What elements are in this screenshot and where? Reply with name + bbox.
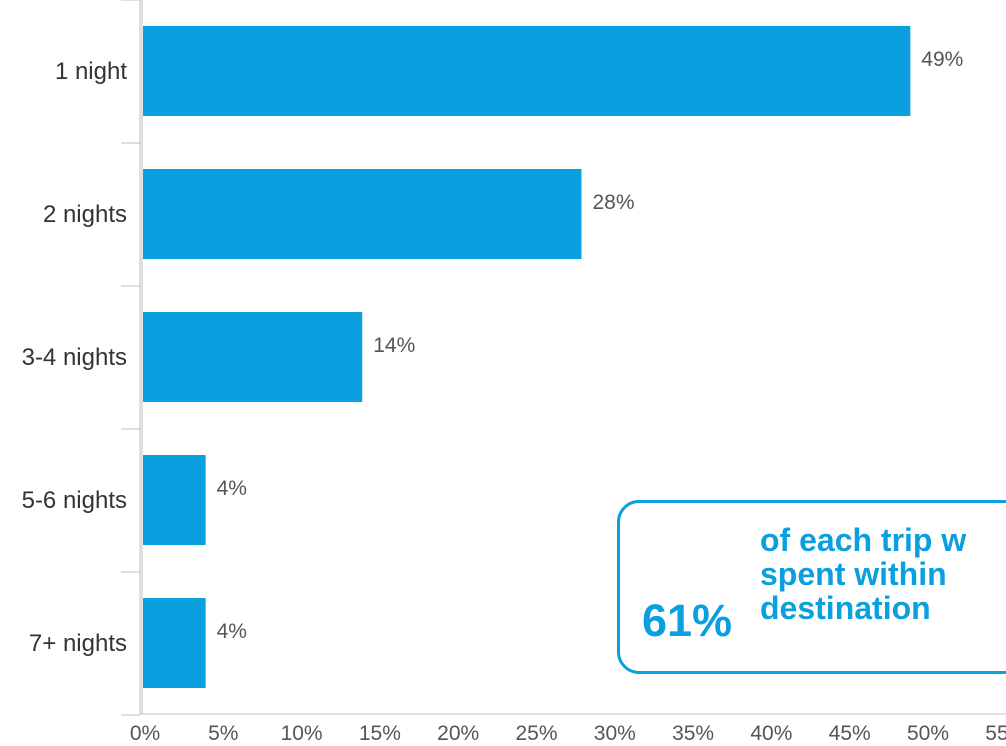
bar <box>143 598 206 688</box>
category-label: 1 night <box>55 58 127 85</box>
data-label: 4% <box>217 477 247 500</box>
bar <box>143 26 911 116</box>
chart-bars <box>143 26 911 688</box>
x-tick-label: 45% <box>829 722 871 745</box>
category-label: 2 nights <box>43 201 127 228</box>
callout-stat: 61% <box>642 595 733 646</box>
data-label: 28% <box>592 191 634 214</box>
bar <box>143 312 363 402</box>
x-tick-label: 20% <box>437 722 479 745</box>
callout-line-3: destination <box>760 590 931 626</box>
category-label: 3-4 nights <box>22 344 127 371</box>
x-tick-label: 5% <box>208 722 238 745</box>
callout-line-1: of each trip w <box>760 522 967 558</box>
x-tick-label: 30% <box>594 722 636 745</box>
callout-text: of each trip w spent within destination <box>760 523 966 625</box>
x-tick-label: 40% <box>750 722 792 745</box>
x-tick-label: 0% <box>130 722 160 745</box>
x-tick-label: 10% <box>281 722 323 745</box>
callout-box: 61% of each trip w spent within destinat… <box>617 500 1006 674</box>
bar <box>143 169 582 259</box>
data-label: 4% <box>217 620 247 643</box>
data-label: 14% <box>373 334 415 357</box>
chart-labels: 1 night 49% 2 nights 28% 3-4 nights 14% 5-6 ni… <box>22 48 1006 745</box>
x-tick-label: 35% <box>672 722 714 745</box>
x-tick-label: 50% <box>907 722 949 745</box>
bar <box>143 455 206 545</box>
category-label: 5-6 nights <box>22 487 127 514</box>
callout-line-2: spent within <box>760 556 947 592</box>
data-label: 49% <box>921 48 963 71</box>
x-tick-label: 55% <box>985 722 1006 745</box>
chart-axes <box>121 0 1006 716</box>
x-tick-label: 15% <box>359 722 401 745</box>
x-tick-label: 25% <box>515 722 557 745</box>
category-label: 7+ nights <box>29 630 127 657</box>
